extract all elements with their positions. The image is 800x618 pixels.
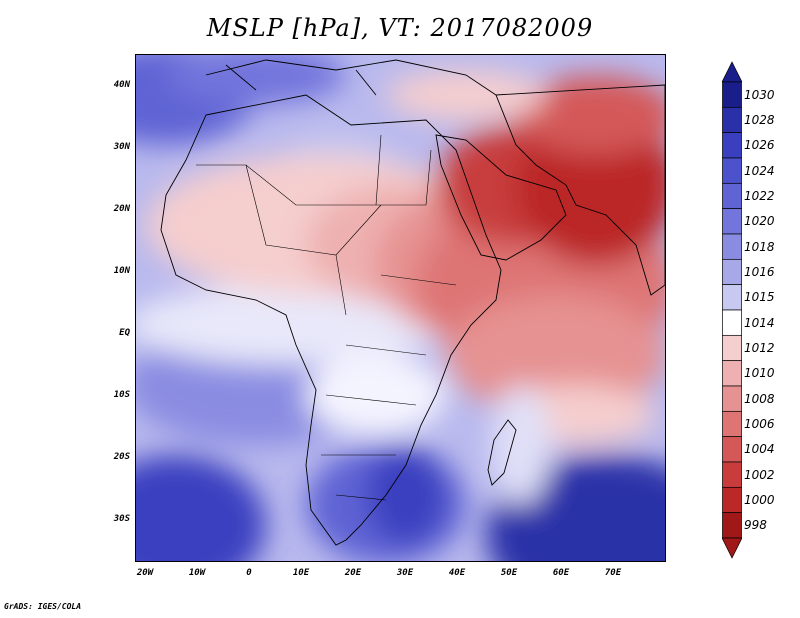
colorbar-label: 1006 [744, 417, 775, 431]
colorbar-label: 1018 [744, 239, 775, 254]
colorbar-label: 1022 [744, 189, 775, 203]
colorbar-swatch [722, 81, 742, 108]
coastline-europe [205, 59, 497, 96]
colorbar-swatch [722, 334, 742, 362]
colorbar-label: 1014 [744, 315, 775, 330]
colorbar-label: 1016 [744, 265, 775, 279]
colorbar-label: 1026 [744, 138, 775, 153]
colorbar [722, 61, 742, 559]
colorbar-label: 1015 [744, 290, 775, 305]
colorbar-label: 1020 [744, 214, 775, 229]
colorbar-label: 1010 [744, 366, 775, 381]
colorbar-swatch [722, 512, 742, 539]
lat-label-eq: EQ [119, 328, 130, 338]
colorbar-swatch [722, 132, 742, 159]
colorbar-swatch [722, 410, 742, 438]
lon-label-30e: 30E [396, 568, 414, 578]
lat-label-30n: 30N [113, 142, 130, 152]
colorbar-swatch [722, 182, 742, 210]
coastline-asia [495, 84, 665, 296]
colorbar-label: 1002 [744, 467, 775, 482]
lon-label-40e: 40E [448, 568, 466, 578]
lon-label-60e: 60E [552, 568, 570, 578]
lat-label-10n: 10N [113, 266, 130, 276]
lat-label-30s: 30S [113, 514, 130, 524]
country-borders [196, 134, 457, 501]
colorbar-swatch [722, 233, 742, 260]
lon-label-50e: 50E [500, 568, 518, 578]
credit-text: GrADS: IGES/COLA [4, 602, 82, 611]
colorbar-label: 1000 [744, 493, 775, 507]
colorbar-label: 1004 [744, 442, 775, 457]
coastline-africa [160, 94, 502, 546]
lat-label-40n: 40N [113, 80, 130, 90]
lat-label-10s: 10S [113, 390, 130, 400]
colorbar-swatch [722, 284, 742, 311]
colorbar-label: 1028 [744, 113, 775, 127]
map-svg [136, 55, 665, 561]
colorbar-bottom-arrow [722, 537, 742, 559]
lon-label-10w: 10W [188, 568, 206, 578]
colorbar-swatch [722, 436, 742, 463]
lat-label-20n: 20N [113, 204, 130, 214]
colorbar-swatch [722, 461, 742, 488]
colorbar-swatch [722, 486, 742, 514]
colorbar-label: 1008 [744, 391, 775, 406]
colorbar-label: 1012 [744, 341, 775, 355]
coastline-madagascar [487, 419, 517, 486]
colorbar-swatch [722, 309, 742, 336]
chart-title: MSLP [hPa], VT: 2017082009 [206, 14, 594, 42]
colorbar-swatch [722, 385, 742, 412]
pressure-map [135, 54, 666, 562]
colorbar-label: 998 [744, 518, 767, 533]
lon-label-20e: 20E [344, 568, 362, 578]
colorbar-swatch [722, 157, 742, 184]
colorbar-swatch [722, 208, 742, 235]
lon-label-20w: 20W [136, 568, 154, 578]
lon-label-10e: 10E [292, 568, 310, 578]
lon-label-70e: 70E [604, 568, 622, 578]
colorbar-swatch [722, 106, 742, 134]
coastline-arabia [435, 134, 567, 261]
colorbar-label: 1024 [744, 163, 775, 178]
colorbar-label: 1030 [744, 87, 775, 102]
colorbar-top-arrow [722, 61, 742, 83]
colorbar-swatch [722, 360, 742, 387]
lat-label-20s: 20S [113, 452, 130, 462]
colorbar-swatch [722, 258, 742, 286]
lon-label-0: 0 [246, 568, 252, 578]
